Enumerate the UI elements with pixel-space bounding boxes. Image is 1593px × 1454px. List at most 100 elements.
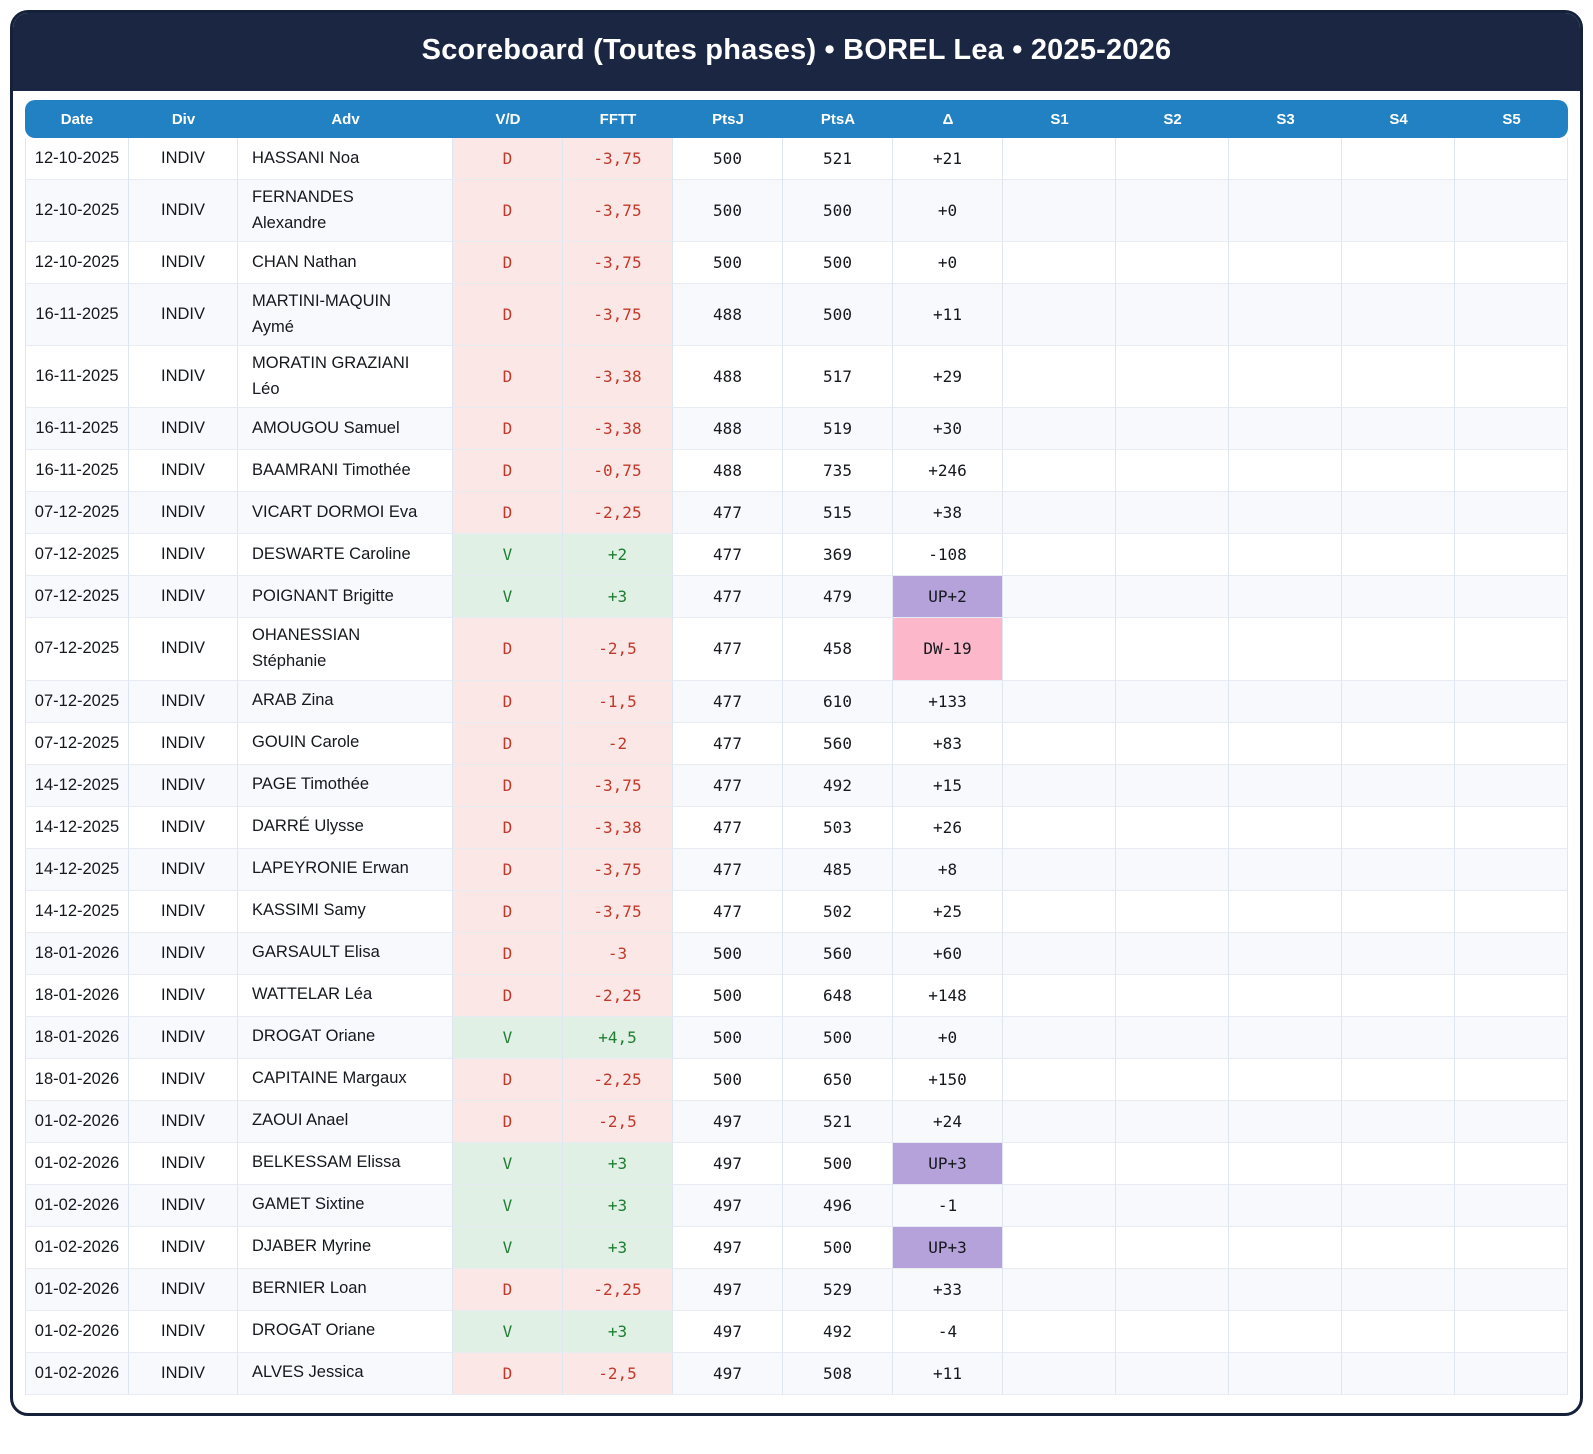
table-row: 07-12-2025 INDIV DESWARTE Caroline V +2 477 36… (25, 534, 1568, 577)
cell-s4 (1342, 1016, 1455, 1059)
cell-adv: DROGAT Oriane (238, 1310, 453, 1353)
cell-s3 (1229, 1100, 1342, 1143)
cell-ptsa: 560 (783, 932, 893, 975)
cell-s1 (1003, 1184, 1116, 1227)
cell-s4 (1342, 492, 1455, 535)
cell-div: INDIV (129, 138, 238, 180)
table-row: 14-12-2025 INDIV PAGE Timothée D -3,75 477 492… (25, 764, 1568, 807)
column-header-vd: V/D (453, 100, 563, 138)
adversary-name: DARRÉ Ulysse (252, 817, 364, 836)
column-header-s3: S3 (1229, 100, 1342, 138)
cell-s5 (1455, 1352, 1568, 1395)
cell-fftt: -2,5 (563, 618, 673, 681)
cell-adv: BELKESSAM Elissa (238, 1142, 453, 1185)
cell-div: INDIV (129, 932, 238, 975)
cell-ptsa: 735 (783, 450, 893, 493)
cell-s3 (1229, 1184, 1342, 1227)
cell-s2 (1116, 764, 1229, 807)
cell-date: 07-12-2025 (25, 492, 129, 535)
table-row: 07-12-2025 INDIV ARAB Zina D -1,5 477 610 +133 (25, 680, 1568, 723)
cell-vd: V (453, 1016, 563, 1059)
cell-s5 (1455, 1100, 1568, 1143)
cell-vd: D (453, 722, 563, 765)
column-header-s4: S4 (1342, 100, 1455, 138)
cell-s2 (1116, 1058, 1229, 1101)
cell-s3 (1229, 180, 1342, 243)
cell-date: 12-10-2025 (25, 138, 129, 180)
cell-s4 (1342, 932, 1455, 975)
cell-s4 (1342, 848, 1455, 891)
cell-ptsj: 477 (673, 534, 783, 577)
cell-ptsa: 500 (783, 180, 893, 243)
cell-date: 07-12-2025 (25, 534, 129, 577)
cell-s4 (1342, 974, 1455, 1017)
cell-vd: V (453, 576, 563, 619)
cell-s5 (1455, 618, 1568, 681)
cell-fftt: -3,75 (563, 180, 673, 243)
cell-s5 (1455, 806, 1568, 849)
cell-s2 (1116, 576, 1229, 619)
column-header-div: Div (129, 100, 238, 138)
cell-adv: ARAB Zina (238, 680, 453, 723)
cell-fftt: -3,75 (563, 764, 673, 807)
cell-date: 07-12-2025 (25, 576, 129, 619)
cell-s1 (1003, 680, 1116, 723)
cell-s5 (1455, 1226, 1568, 1269)
cell-date: 01-02-2026 (25, 1100, 129, 1143)
adversary-name: CHAN Nathan (252, 252, 357, 271)
cell-s5 (1455, 408, 1568, 451)
cell-s2 (1116, 450, 1229, 493)
cell-vd: V (453, 534, 563, 577)
cell-delta: +60 (893, 932, 1003, 975)
adversary-name: ARAB Zina (252, 691, 334, 710)
cell-s2 (1116, 408, 1229, 451)
cell-div: INDIV (129, 408, 238, 451)
cell-delta: DW-19 (893, 618, 1003, 681)
cell-s5 (1455, 450, 1568, 493)
adversary-name: MARTINI-MAQUIN Aymé (252, 292, 392, 336)
cell-adv: GOUIN Carole (238, 722, 453, 765)
cell-ptsj: 488 (673, 450, 783, 493)
column-header-s5: S5 (1455, 100, 1568, 138)
cell-div: INDIV (129, 1352, 238, 1395)
adversary-name: PAGE Timothée (252, 775, 370, 794)
cell-date: 12-10-2025 (25, 242, 129, 285)
cell-div: INDIV (129, 1226, 238, 1269)
cell-div: INDIV (129, 618, 238, 681)
cell-ptsj: 500 (673, 974, 783, 1017)
cell-s3 (1229, 806, 1342, 849)
cell-s4 (1342, 180, 1455, 243)
cell-date: 18-01-2026 (25, 1016, 129, 1059)
cell-ptsj: 477 (673, 492, 783, 535)
cell-vd: V (453, 1184, 563, 1227)
adversary-name: ZAOUI Anael (252, 1111, 349, 1130)
cell-ptsa: 648 (783, 974, 893, 1017)
cell-s5 (1455, 242, 1568, 285)
cell-s5 (1455, 974, 1568, 1017)
cell-s3 (1229, 1058, 1342, 1101)
cell-s3 (1229, 722, 1342, 765)
cell-ptsa: 519 (783, 408, 893, 451)
cell-ptsj: 477 (673, 806, 783, 849)
cell-fftt: -3,38 (563, 806, 673, 849)
cell-s3 (1229, 618, 1342, 681)
table-row: 07-12-2025 INDIV VICART DORMOI Eva D -2,25 47… (25, 492, 1568, 535)
cell-s4 (1342, 890, 1455, 933)
cell-date: 18-01-2026 (25, 1058, 129, 1101)
cell-s1 (1003, 890, 1116, 933)
cell-ptsj: 500 (673, 1016, 783, 1059)
cell-s1 (1003, 1058, 1116, 1101)
adversary-name: BERNIER Loan (252, 1279, 367, 1298)
cell-s4 (1342, 680, 1455, 723)
cell-ptsa: 500 (783, 284, 893, 347)
adversary-name: DROGAT Oriane (252, 1321, 376, 1340)
adversary-name: DESWARTE Caroline (252, 545, 411, 564)
cell-adv: MORATIN GRAZIANI Léo (238, 346, 453, 409)
cell-delta: +21 (893, 138, 1003, 180)
cell-s2 (1116, 974, 1229, 1017)
cell-vd: D (453, 974, 563, 1017)
cell-adv: ZAOUI Anael (238, 1100, 453, 1143)
cell-div: INDIV (129, 1016, 238, 1059)
cell-ptsa: 502 (783, 890, 893, 933)
table-row: 14-12-2025 INDIV DARRÉ Ulysse D -3,38 477 503 +… (25, 806, 1568, 849)
